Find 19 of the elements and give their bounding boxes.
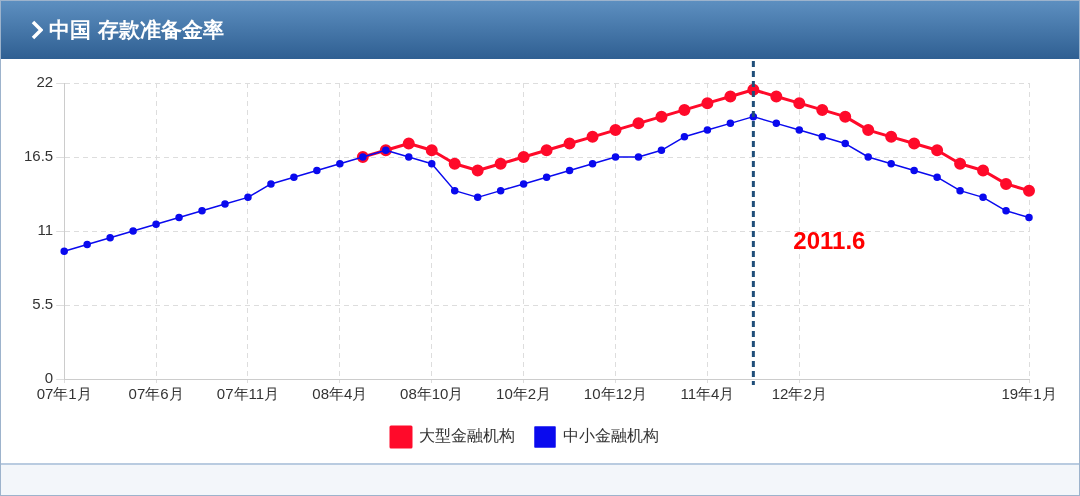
x-tick-label: 08年4月 xyxy=(312,385,368,403)
x-tick-label: 12年2月 xyxy=(771,385,827,403)
annotation: 2011.6 xyxy=(793,227,866,255)
chart-title: 中国 存款准备金率 xyxy=(49,17,225,44)
legend-label: 大型金融机构 xyxy=(419,426,515,446)
y-tick-label: 11 xyxy=(37,221,54,239)
x-tick-label: 07年11月 xyxy=(216,385,280,403)
x-tick-label: 10年12月 xyxy=(583,385,648,403)
x-tick-label: 08年10月 xyxy=(400,385,464,403)
x-tick-label: 10年2月 xyxy=(496,385,552,403)
x-tick-label: 19年1月 xyxy=(1001,385,1057,403)
x-tick-label: 11年4月 xyxy=(680,385,735,403)
legend-label: 中小金融机构 xyxy=(563,426,659,446)
y-tick-label: 22 xyxy=(36,73,54,91)
x-tick-label: 07年6月 xyxy=(128,385,184,403)
y-tick-label: 0 xyxy=(44,369,54,387)
y-tick-label: 16.5 xyxy=(23,147,54,165)
x-tick-label: 07年1月 xyxy=(36,385,92,403)
y-tick-label: 5.5 xyxy=(32,295,54,313)
